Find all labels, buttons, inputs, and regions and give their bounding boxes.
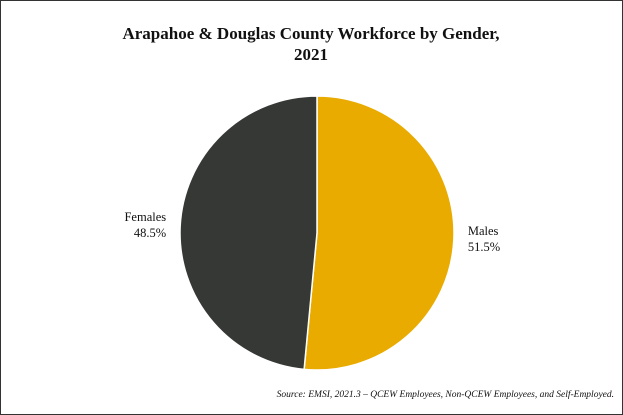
- pie-slice: [303, 95, 455, 371]
- source-note: Source: EMSI, 2021.3 – QCEW Employees, N…: [276, 390, 614, 400]
- slice-value-label: 51.5%: [468, 240, 500, 254]
- chart-title: Arapahoe & Douglas County Workforce by G…: [122, 24, 500, 64]
- slice-value-label: 48.5%: [134, 226, 166, 240]
- pie-slice: [179, 95, 318, 371]
- slice-label: Males: [468, 224, 499, 238]
- slice-label: Females: [124, 210, 166, 224]
